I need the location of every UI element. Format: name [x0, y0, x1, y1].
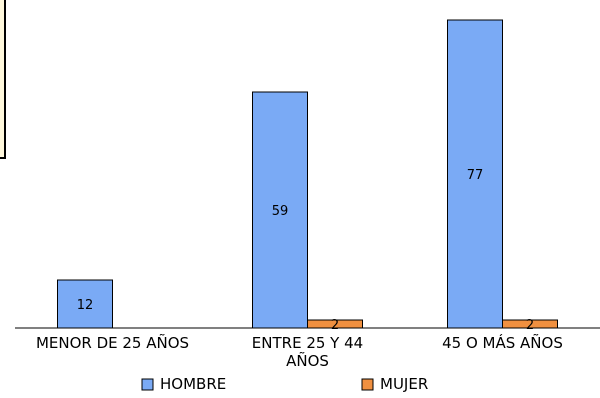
side-panel-frame [0, 0, 6, 159]
data-label-hombre-0: 12 [77, 298, 94, 313]
x-tick-label-1-0: ENTRE 25 Y 44 [252, 334, 363, 352]
bar-mujer-1 [307, 319, 363, 329]
x-tick-label-0-0: MENOR DE 25 AÑOS [36, 333, 189, 352]
bar-hombre-0 [57, 279, 113, 329]
bar-hombre-1 [252, 91, 308, 329]
data-label-mujer-1: 2 [331, 318, 339, 333]
legend-label-hombre: HOMBRE [160, 375, 226, 393]
x-tick-label-1-1: AÑOS [286, 351, 329, 370]
data-label-hombre-1: 59 [272, 204, 289, 219]
bar-mujer-2 [502, 319, 558, 329]
x-tick-label-2-0: 45 O MÁS AÑOS [442, 333, 563, 352]
bar-hombre-2 [447, 19, 503, 329]
data-label-hombre-2: 77 [467, 168, 484, 183]
legend-label-mujer: MUJER [380, 375, 428, 393]
data-label-mujer-2: 2 [526, 318, 534, 333]
legend-swatch-hombre [141, 378, 154, 391]
legend-swatch-mujer [361, 378, 374, 391]
